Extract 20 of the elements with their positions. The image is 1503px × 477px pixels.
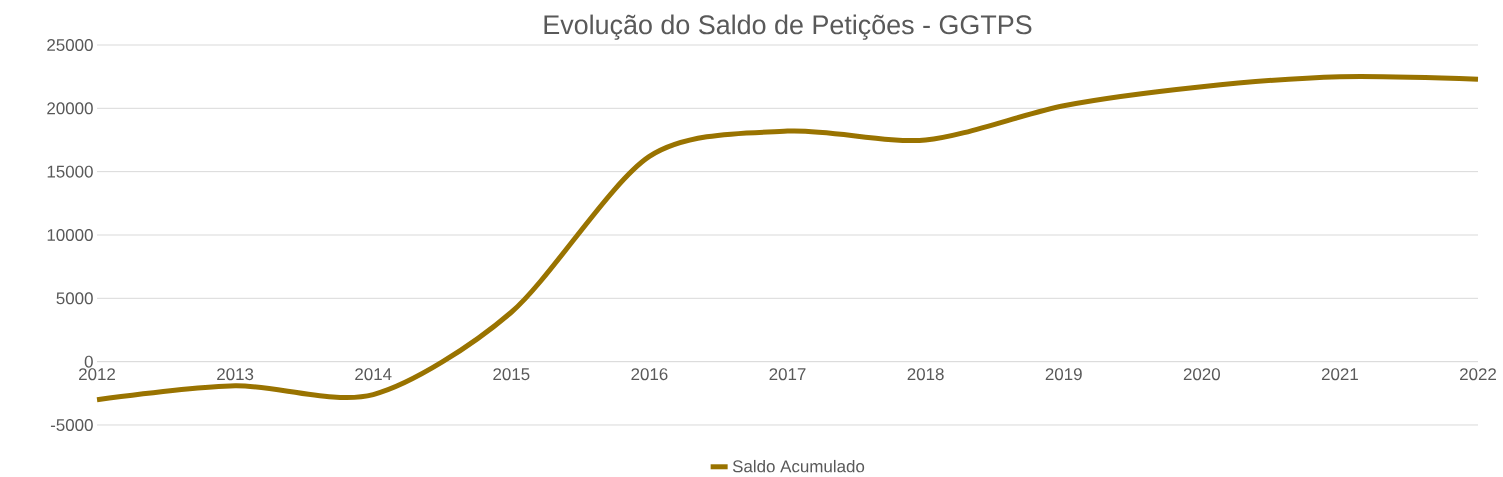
x-tick-label: 2017 — [769, 368, 806, 381]
x-tick-label: 2016 — [631, 368, 668, 381]
legend-label: Saldo Acumulado — [732, 459, 865, 473]
x-tick-label: 2014 — [355, 368, 392, 381]
y-tick-label: 20000 — [47, 102, 93, 115]
y-tick-label: 5000 — [56, 292, 93, 305]
x-tick-label: 2012 — [79, 368, 115, 381]
y-tick-label: 0 — [84, 355, 93, 368]
x-tick-label: 2022 — [1460, 368, 1496, 381]
x-tick-label: 2020 — [1183, 368, 1220, 381]
x-tick-label: 2019 — [1045, 368, 1082, 381]
x-tick-label: 2015 — [493, 368, 530, 381]
chart-title: Evolução do Saldo de Petições - GGTPS — [544, 14, 1032, 40]
y-tick-label: 10000 — [47, 228, 93, 241]
x-tick-label: 2021 — [1321, 368, 1358, 381]
y-tick-label: 15000 — [47, 165, 93, 178]
y-tick-label: 25000 — [47, 38, 93, 51]
x-tick-label: 2013 — [217, 368, 254, 381]
x-tick-label: 2018 — [907, 368, 944, 381]
y-tick-label: -5000 — [50, 418, 93, 431]
